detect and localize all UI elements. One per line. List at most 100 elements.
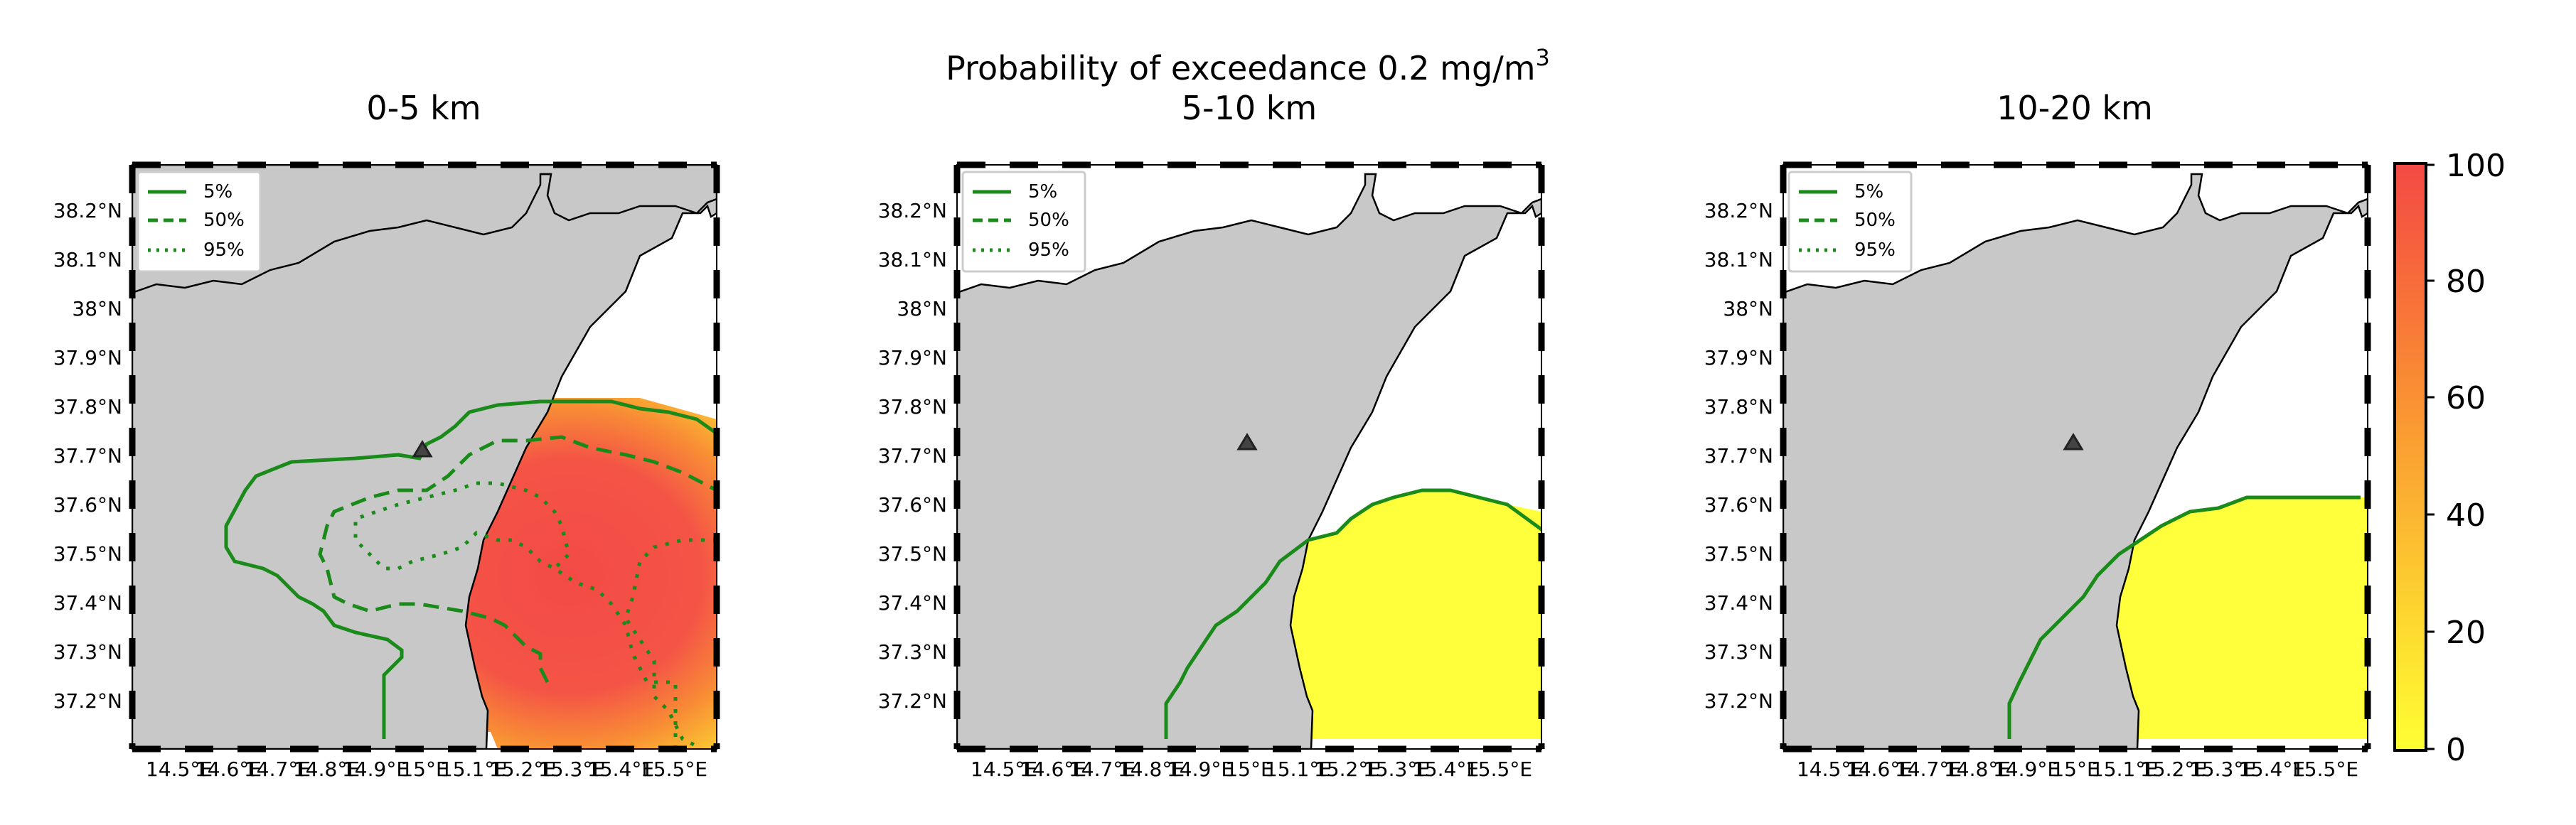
colorbar-gradient (2393, 162, 2427, 752)
panel-title-0-5km: 0-5 km (366, 89, 481, 127)
legend: 5% 50% 95% (961, 171, 1086, 273)
lon-label: 14.5°E (971, 757, 1037, 781)
land (1783, 173, 2368, 749)
lon-label: 15°E (2051, 757, 2099, 781)
lon-label: 14.6°E (195, 757, 262, 781)
lat-label: 37.7°N (878, 444, 947, 468)
lat-label: 37.6°N (53, 493, 122, 517)
figure-suptitle: Probability of exceedance 0.2 mg/m3 (946, 44, 1550, 87)
lat-label: 37.5°N (53, 542, 122, 566)
lon-label: 15.3°E (538, 757, 605, 781)
lat-label: 37.9°N (1704, 346, 1773, 370)
lon-label: 15.5°E (641, 757, 707, 781)
lat-label: 37.8°N (878, 395, 947, 419)
map-panel-5-10km: 5% 50% 95% 38.2°N 38.1°N 38°N 37.9°N 37.… (878, 161, 1545, 781)
lat-label: 37.2°N (878, 689, 947, 713)
legend-label-95pct: 95% (1854, 239, 1896, 261)
lon-label: 15°E (1225, 757, 1273, 781)
lon-label: 15.5°E (2292, 757, 2358, 781)
lat-label: 37.5°N (1704, 542, 1773, 566)
lat-label: 38.1°N (53, 248, 122, 271)
map-panel-0-5km: 5% 50% 95% 38.2°N 38.1°N 38°N 37.9°N 37.… (53, 161, 720, 781)
lat-label: 38.2°N (53, 199, 122, 222)
contour-5pct (1164, 488, 1541, 739)
lat-label: 37.3°N (53, 640, 122, 664)
lat-label: 37.7°N (53, 444, 122, 468)
lon-label: 15.2°E (2140, 757, 2207, 781)
contour-95pct (353, 481, 717, 749)
contour-5pct (224, 399, 717, 739)
lat-label: 37.9°N (53, 346, 122, 370)
lat-label: 37.6°N (878, 493, 947, 517)
legend-label-50pct: 50% (1028, 210, 1069, 231)
colorbar-tick-label: 20 (2446, 615, 2486, 651)
lat-label: 38.1°N (878, 248, 947, 271)
lon-label: 15.3°E (2189, 757, 2256, 781)
lon-label: 14.8°E (1944, 757, 2011, 781)
lat-label: 37.6°N (1704, 493, 1773, 517)
legend-label-95pct: 95% (203, 239, 245, 261)
lon-label: 15.1°E (1265, 757, 1332, 781)
lon-label: 15.1°E (440, 757, 507, 781)
colorbar-tick-label: 60 (2446, 380, 2486, 416)
lon-label: 15.4°E (587, 757, 654, 781)
colorbar-tick-label: 40 (2446, 497, 2486, 534)
lon-label: 15.1°E (2091, 757, 2158, 781)
map-panel-10-20km: 5% 50% 95% 38.2°N 38.1°N 38°N 37.9°N 37.… (1704, 161, 2371, 781)
etna-volcano-marker (1236, 433, 1258, 451)
lon-label: 14.9°E (1167, 757, 1234, 781)
lat-label: 37.4°N (53, 591, 122, 615)
lat-label: 37.4°N (878, 591, 947, 615)
lon-label: 14.6°E (1020, 757, 1086, 781)
lon-label: 14.8°E (293, 757, 360, 781)
lat-label: 37.2°N (1704, 689, 1773, 713)
lat-label: 37.3°N (1704, 640, 1773, 664)
lon-label: 15.2°E (1314, 757, 1381, 781)
colorbar-tick-label: 80 (2446, 264, 2486, 300)
lon-label: 14.7°E (1895, 757, 1962, 781)
lat-label: 37.9°N (878, 346, 947, 370)
lat-label: 37.2°N (53, 689, 122, 713)
lat-label: 38.1°N (1704, 248, 1773, 271)
lon-label: 14.8°E (1118, 757, 1185, 781)
legend-label-5pct: 5% (1028, 181, 1057, 203)
land (957, 173, 1541, 749)
panel-title-5-10km: 5-10 km (1182, 89, 1317, 127)
lat-label: 37.7°N (1704, 444, 1773, 468)
legend: 5% 50% 95% (1787, 171, 1913, 273)
lon-label: 15.2°E (489, 757, 556, 781)
lat-label: 38.2°N (878, 199, 947, 222)
legend-label-5pct: 5% (1854, 181, 1883, 203)
lat-label: 38°N (897, 297, 947, 320)
colorbar: 0 20 40 60 80 100 (2393, 148, 2506, 768)
legend-label-50pct: 50% (1854, 210, 1896, 231)
legend-label-50pct: 50% (203, 210, 245, 231)
lat-label: 38.2°N (1704, 199, 1773, 222)
north-coast (132, 165, 717, 294)
lat-label: 37.8°N (1704, 395, 1773, 419)
colorbar-tick-label: 100 (2446, 148, 2506, 184)
lon-label: 15.3°E (1363, 757, 1430, 781)
lon-label: 14.7°E (244, 757, 311, 781)
lon-label: 15.5°E (1465, 757, 1532, 781)
lat-label: 37.3°N (878, 640, 947, 664)
lat-label: 37.5°N (878, 542, 947, 566)
panel-title-10-20km: 10-20 km (1997, 89, 2153, 127)
lat-label: 37.4°N (1704, 591, 1773, 615)
legend-label-95pct: 95% (1028, 239, 1069, 261)
etna-volcano-marker (412, 440, 433, 458)
lat-label: 37.8°N (53, 395, 122, 419)
lon-label: 15.4°E (1412, 757, 1479, 781)
legend-label-5pct: 5% (203, 181, 233, 203)
lon-label: 14.5°E (1797, 757, 1864, 781)
lon-label: 15°E (400, 757, 448, 781)
legend: 5% 50% 95% (137, 171, 262, 273)
lon-label: 14.7°E (1069, 757, 1135, 781)
lon-label: 14.6°E (1846, 757, 1913, 781)
lon-label: 15.4°E (2238, 757, 2305, 781)
lon-label: 14.5°E (146, 757, 213, 781)
lat-label: 38°N (1723, 297, 1773, 320)
lat-label: 38°N (72, 297, 122, 320)
lon-label: 14.9°E (342, 757, 409, 781)
